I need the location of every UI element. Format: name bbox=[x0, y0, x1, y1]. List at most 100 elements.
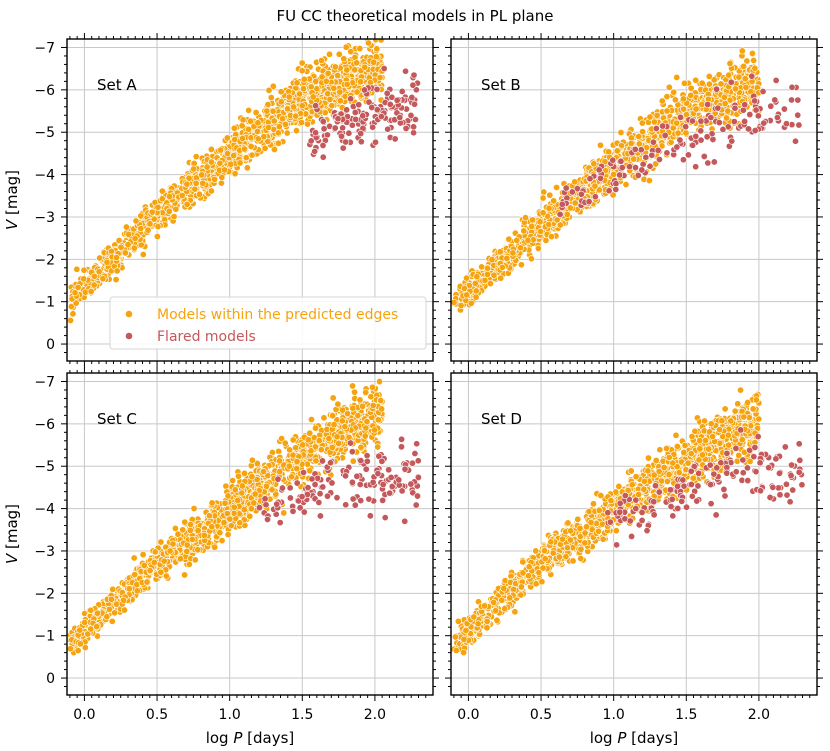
within-point bbox=[312, 457, 320, 465]
flared-point bbox=[612, 180, 620, 188]
within-point bbox=[300, 75, 308, 83]
flared-point bbox=[333, 494, 341, 502]
within-point bbox=[165, 207, 173, 215]
within-point bbox=[90, 272, 98, 280]
within-point bbox=[610, 170, 618, 178]
within-point bbox=[595, 186, 603, 194]
within-point bbox=[200, 531, 208, 539]
within-point bbox=[710, 76, 718, 84]
within-point bbox=[292, 127, 300, 135]
within-point bbox=[71, 289, 79, 297]
within-point bbox=[111, 609, 119, 617]
points bbox=[451, 47, 803, 314]
flared-point bbox=[411, 115, 419, 123]
within-point bbox=[463, 291, 471, 299]
within-point bbox=[687, 91, 695, 99]
flared-point bbox=[357, 130, 365, 138]
within-point bbox=[353, 88, 361, 96]
flared-point bbox=[649, 138, 657, 146]
within-point bbox=[253, 459, 261, 467]
flared-point bbox=[773, 113, 781, 121]
legend-marker-flared bbox=[125, 332, 133, 340]
within-point bbox=[293, 79, 301, 87]
within-point bbox=[181, 571, 189, 579]
x-axis-label: log P [days] bbox=[206, 729, 295, 747]
y-tick-label: −7 bbox=[34, 40, 55, 56]
within-point bbox=[224, 492, 232, 500]
flared-point bbox=[365, 495, 373, 503]
within-point bbox=[307, 83, 315, 91]
within-point bbox=[320, 414, 328, 422]
within-point bbox=[230, 152, 238, 160]
within-point bbox=[283, 129, 291, 137]
within-point bbox=[238, 122, 246, 130]
within-point bbox=[236, 159, 244, 167]
within-point bbox=[325, 50, 333, 58]
within-point bbox=[673, 119, 681, 127]
flared-point bbox=[661, 131, 669, 139]
within-point bbox=[361, 432, 369, 440]
y-tick-label: −3 bbox=[34, 544, 55, 560]
points bbox=[67, 39, 421, 324]
flared-point bbox=[274, 475, 282, 483]
flared-point bbox=[315, 498, 323, 506]
flared-point bbox=[719, 125, 727, 133]
within-point bbox=[571, 178, 579, 186]
within-point bbox=[231, 170, 239, 178]
ticks bbox=[445, 33, 823, 367]
within-point bbox=[344, 410, 352, 418]
flared-point bbox=[688, 117, 696, 125]
within-point bbox=[146, 567, 154, 575]
within-point bbox=[190, 165, 198, 173]
within-point bbox=[131, 571, 139, 579]
within-point bbox=[229, 477, 237, 485]
flared-point bbox=[387, 473, 395, 481]
flared-point bbox=[345, 129, 353, 137]
within-point bbox=[365, 39, 373, 47]
within-point bbox=[481, 276, 489, 284]
within-point bbox=[179, 526, 187, 534]
within-point bbox=[242, 154, 250, 162]
flared-point bbox=[788, 83, 796, 91]
within-point bbox=[349, 404, 357, 412]
flared-point bbox=[684, 151, 692, 159]
within-point bbox=[234, 496, 242, 504]
within-point bbox=[74, 283, 82, 291]
within-point bbox=[376, 378, 384, 386]
within-point bbox=[317, 446, 325, 454]
flared-point bbox=[402, 67, 410, 75]
flared-point bbox=[308, 475, 316, 483]
flared-point bbox=[311, 481, 319, 489]
within-point bbox=[372, 53, 380, 61]
within-point bbox=[272, 490, 280, 498]
within-point bbox=[334, 400, 342, 408]
within-point bbox=[556, 221, 564, 229]
flared-point bbox=[689, 141, 697, 149]
within-point bbox=[548, 233, 556, 241]
flared-point bbox=[697, 127, 705, 135]
y-tick-label: −6 bbox=[34, 83, 55, 99]
within-point bbox=[223, 150, 231, 158]
flared-point bbox=[356, 481, 364, 489]
within-point bbox=[298, 119, 306, 127]
within-point bbox=[721, 405, 729, 413]
within-point bbox=[76, 626, 84, 634]
flared-point bbox=[348, 478, 356, 486]
within-point bbox=[705, 72, 713, 80]
flared-point bbox=[324, 492, 332, 500]
within-point bbox=[234, 472, 242, 480]
flared-point bbox=[410, 129, 418, 137]
within-point bbox=[290, 103, 298, 111]
within-point bbox=[309, 93, 317, 101]
within-point bbox=[638, 119, 646, 127]
flared-point bbox=[700, 152, 708, 160]
within-point bbox=[511, 608, 519, 616]
flared-point bbox=[631, 164, 639, 172]
within-point bbox=[151, 548, 159, 556]
within-point bbox=[735, 73, 743, 81]
y-tick-label: −6 bbox=[34, 417, 55, 433]
within-point bbox=[218, 537, 226, 545]
flared-point bbox=[398, 487, 406, 495]
within-point bbox=[278, 435, 286, 443]
